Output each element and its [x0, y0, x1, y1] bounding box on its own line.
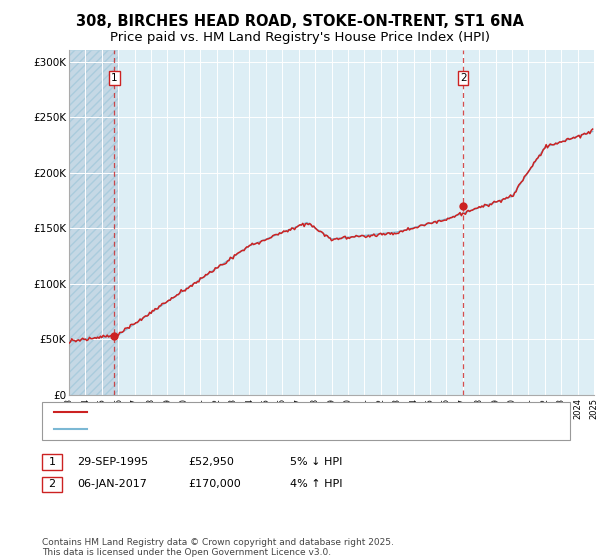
Bar	[69, 50, 118, 395]
Text: £52,950: £52,950	[188, 457, 233, 467]
Text: 308, BIRCHES HEAD ROAD, STOKE-ON-TRENT, ST1 6NA: 308, BIRCHES HEAD ROAD, STOKE-ON-TRENT, …	[76, 14, 524, 29]
Text: 1: 1	[49, 457, 55, 467]
Text: 4% ↑ HPI: 4% ↑ HPI	[290, 479, 342, 489]
Text: 1: 1	[111, 73, 118, 83]
Text: 5% ↓ HPI: 5% ↓ HPI	[290, 457, 342, 467]
Text: Contains HM Land Registry data © Crown copyright and database right 2025.
This d: Contains HM Land Registry data © Crown c…	[42, 538, 394, 557]
Text: 29-SEP-1995: 29-SEP-1995	[77, 457, 148, 467]
Text: £170,000: £170,000	[188, 479, 241, 489]
Text: 06-JAN-2017: 06-JAN-2017	[77, 479, 146, 489]
Text: Price paid vs. HM Land Registry's House Price Index (HPI): Price paid vs. HM Land Registry's House …	[110, 31, 490, 44]
Text: 2: 2	[460, 73, 466, 83]
Text: 308, BIRCHES HEAD ROAD, STOKE-ON-TRENT, ST1 6NA (detached house): 308, BIRCHES HEAD ROAD, STOKE-ON-TRENT, …	[93, 407, 474, 417]
Text: HPI: Average price, detached house, Stoke-on-Trent: HPI: Average price, detached house, Stok…	[93, 424, 361, 435]
Text: 2: 2	[49, 479, 55, 489]
